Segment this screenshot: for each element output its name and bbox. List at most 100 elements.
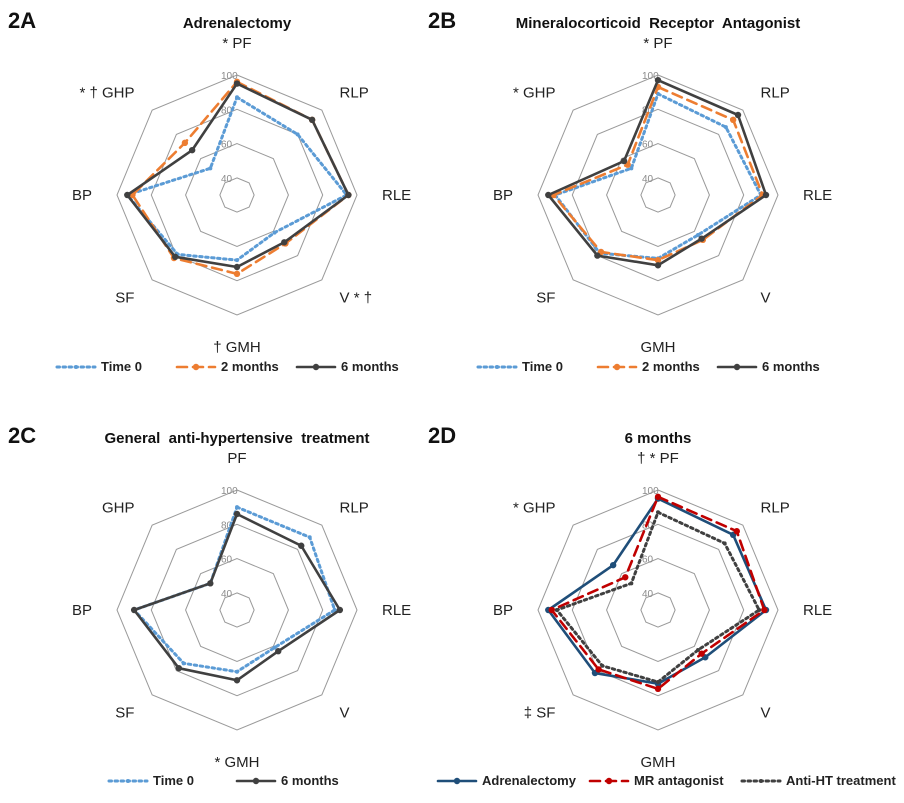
data-point-rlp — [729, 116, 737, 124]
data-point-ghp — [622, 574, 629, 581]
data-point-ghp — [629, 166, 634, 171]
data-point-rle — [345, 191, 352, 199]
tick-label-40: 40 — [221, 174, 233, 185]
data-point-rlp — [298, 542, 305, 549]
legend-marker — [74, 365, 78, 369]
data-point-bp — [130, 606, 138, 614]
legend-label: 6 months — [341, 359, 399, 374]
axis-label-sf: SF — [536, 290, 555, 307]
axis-label-v: V — [340, 705, 350, 722]
data-point-rlp — [308, 116, 316, 124]
chart-title: Mineralocorticoid Receptor Antagonist — [516, 15, 800, 32]
series-line-mr-antagonist — [550, 495, 766, 691]
tick-label-80: 80 — [221, 105, 233, 116]
gridline-100 — [116, 74, 358, 316]
tick-label-60: 60 — [642, 555, 654, 566]
series-line-2-months — [552, 85, 764, 262]
legend-label: 6 months — [281, 773, 339, 788]
legend-label: 6 months — [762, 359, 820, 374]
axis-label-rle: RLE — [382, 187, 411, 204]
tick-label-100: 100 — [642, 71, 659, 82]
data-point-gmh — [235, 258, 239, 263]
data-point-v — [275, 648, 282, 655]
data-point-ghp — [181, 139, 189, 147]
gridline-40 — [640, 592, 676, 628]
chart-title: General anti-hypertensive treatment — [104, 430, 369, 447]
data-point-sf — [171, 253, 179, 261]
series-line-6-months — [125, 82, 350, 269]
gridline-80 — [150, 108, 324, 282]
data-point-gmh — [654, 685, 662, 693]
tick-label-80: 80 — [221, 520, 233, 531]
data-point-bp — [545, 191, 552, 199]
legend-label: 2 months — [642, 359, 700, 374]
axis-label-rle: RLE — [803, 187, 832, 204]
gridline-100 — [116, 489, 358, 731]
legend: Time 0 2 months 6 months — [55, 359, 399, 374]
data-point-pf — [654, 76, 662, 84]
data-point-pf — [235, 505, 239, 510]
data-point-v — [272, 230, 277, 235]
data-point-sf — [600, 663, 605, 668]
tick-label-60: 60 — [642, 140, 654, 151]
gridline-40 — [219, 592, 255, 628]
data-point-rle — [761, 606, 768, 614]
data-point-ghp — [188, 146, 196, 154]
data-point-bp — [124, 191, 131, 199]
data-point-gmh — [654, 256, 662, 264]
gridline-60 — [606, 143, 710, 247]
radar-panel-2a: 2A Adrenalectomy 40 60 80 100 * PF RLP RLE V * † †… — [8, 8, 411, 374]
legend-label: MR antagonist — [634, 773, 724, 788]
axis-label-pf: PF — [227, 450, 246, 467]
legend-marker — [252, 777, 260, 785]
data-point-v — [281, 239, 288, 246]
data-point-gmh — [656, 680, 660, 684]
radar-panel-2b: 2B Mineralocorticoid Receptor Antagonist 4… — [428, 8, 832, 374]
data-point-pf — [656, 510, 660, 515]
legend-marker — [759, 779, 763, 783]
panel-label: 2A — [8, 8, 36, 33]
axis-label-v: V — [761, 290, 771, 307]
legend-label: Time 0 — [101, 359, 142, 374]
tick-label-40: 40 — [642, 589, 654, 600]
chart-title: Adrenalectomy — [183, 15, 292, 32]
axis-label-rle: RLE — [803, 602, 832, 619]
radar-panel-2d: 2D 6 months 40 60 80 100 † * PF RLP RLE V GMH ‡ SF B… — [428, 423, 896, 788]
series-line-6-months — [546, 78, 768, 267]
data-point-pf — [233, 80, 241, 87]
axis-label-pf: * PF — [643, 35, 672, 52]
axis-label-sf: SF — [115, 705, 134, 722]
panel-label: 2D — [428, 423, 456, 448]
legend: Time 0 2 months 6 months — [476, 359, 820, 374]
legend-marker — [312, 363, 320, 371]
gridline-40 — [640, 177, 676, 213]
axis-label-bp: BP — [493, 602, 513, 619]
legend-marker — [495, 365, 499, 369]
legend: Adrenalectomy MR antagonist Anti-HT treatm… — [436, 773, 896, 788]
data-point-rle — [336, 606, 344, 614]
data-point-rlp — [295, 132, 300, 137]
data-point-rlp — [307, 535, 312, 540]
tick-label-100: 100 — [221, 486, 238, 497]
data-point-rlp — [722, 541, 727, 546]
gridline-60 — [185, 558, 289, 662]
axis-label-rle: RLE — [382, 602, 411, 619]
panel-label: 2C — [8, 423, 36, 448]
data-point-ghp — [620, 157, 628, 165]
axis-label-v: V * † — [340, 290, 373, 307]
gridline-80 — [150, 523, 324, 697]
axis-label-gmh: * GMH — [215, 754, 260, 771]
axis-label-rlp: RLP — [761, 499, 790, 516]
axis-label-rlp: RLP — [340, 84, 369, 101]
data-point-v — [696, 233, 701, 238]
legend-marker — [733, 363, 741, 371]
axis-label-pf: † * PF — [637, 450, 679, 467]
data-point-ghp — [609, 561, 617, 569]
legend-label: Anti-HT treatment — [786, 773, 896, 788]
data-point-sf — [595, 666, 602, 673]
axis-label-bp: BP — [72, 602, 92, 619]
axis-label-ghp: * GHP — [513, 499, 556, 516]
legend-marker — [192, 363, 200, 371]
legend-marker — [605, 777, 613, 785]
